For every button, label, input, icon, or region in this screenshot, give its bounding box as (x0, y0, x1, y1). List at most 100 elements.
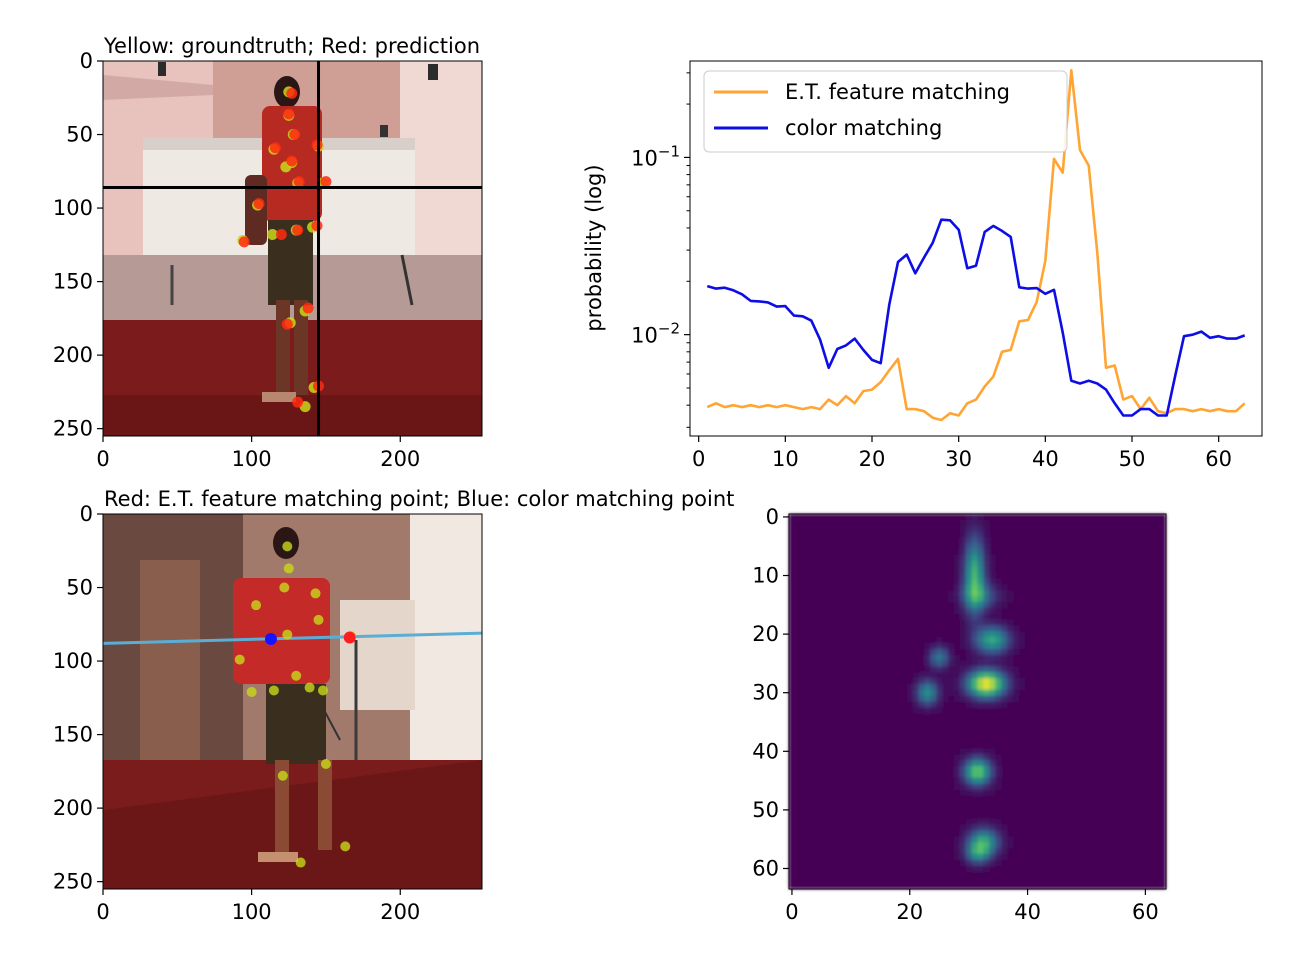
heatmap-cell (1006, 689, 1014, 697)
prediction-joint-2 (289, 129, 301, 141)
heatmap-cell (959, 601, 967, 609)
heatmap-cell (995, 601, 1002, 609)
heatmap-cell (924, 648, 931, 656)
heatmap-cell (989, 836, 996, 843)
heatmap-cell (959, 572, 967, 580)
heatmap-cell (965, 572, 973, 580)
heatmap-cell (989, 789, 996, 796)
heatmap-cell (965, 555, 973, 562)
br-xtick-label-0: 0 (785, 900, 798, 924)
heatmap-cell (989, 760, 996, 767)
heatmap-cell (983, 596, 990, 603)
heatmap-cell (983, 824, 990, 832)
heatmap-cell (953, 654, 961, 662)
heatmap-cell (977, 701, 984, 708)
heatmap-cell (965, 596, 973, 603)
heatmap-cell (959, 637, 967, 644)
heatmap-cell (1001, 830, 1008, 837)
heatmap-cell (971, 836, 979, 843)
heatmap-cell (995, 818, 1002, 826)
prediction-joint-8 (253, 198, 265, 210)
groundtruth-joint-bottom-11 (291, 670, 302, 681)
groundtruth-joint-bottom-5 (282, 629, 293, 640)
heatmap-cell (959, 590, 967, 597)
heatmap-cell (983, 637, 990, 644)
heatmap-cell (983, 836, 990, 843)
heatmap-cell (936, 689, 943, 697)
heatmap-cell (918, 678, 926, 685)
heatmap-cell (959, 642, 967, 650)
heatmap-cell (965, 701, 973, 708)
heatmap-cell (971, 824, 979, 832)
heatmap-cell (965, 607, 973, 615)
heatmap-cell (948, 678, 955, 685)
heatmap-cell (953, 771, 961, 779)
heatmap-cell (983, 625, 990, 632)
heatmap-cell (995, 666, 1002, 673)
heatmap-cell (989, 654, 996, 662)
heatmap-cell (924, 701, 931, 708)
heatmap-cell (953, 695, 961, 703)
heatmap-cell (924, 683, 931, 691)
heatmap-cell (995, 783, 1002, 790)
heatmap-cell (977, 824, 984, 832)
bl-ytick-label-150: 150 (53, 723, 93, 747)
heatmap-cell (1006, 672, 1014, 679)
heatmap-cell (942, 683, 949, 691)
color-matching-point (264, 633, 277, 645)
heatmap-cell (965, 601, 973, 609)
heatmap-cell (995, 683, 1002, 691)
heatmap-cell (983, 847, 990, 855)
heatmap-cell (971, 689, 979, 697)
groundtruth-joint-bottom-8 (234, 654, 245, 665)
heatmap-cell (953, 660, 961, 667)
heatmap-cell (971, 555, 979, 562)
heatmap-cell (971, 584, 979, 591)
heatmap-cell (983, 695, 990, 703)
heatmap-cell (971, 847, 979, 855)
groundtruth-joint-bottom-12 (304, 682, 315, 693)
heatmap-cell (959, 596, 967, 603)
heatmap-cell (983, 789, 990, 796)
heatmap-cell (977, 596, 984, 603)
heatmap-cell (924, 672, 931, 679)
heatmap-cell (965, 660, 973, 667)
heatmap-cell (959, 777, 967, 785)
heatmap-cell (1006, 683, 1014, 691)
heatmap-cell (989, 648, 996, 656)
heatmap-cell (953, 666, 961, 673)
heatmap-cell (959, 760, 967, 767)
heatmap-cell (1001, 654, 1008, 662)
heatmap-cell (989, 777, 996, 785)
heatmap-cell (965, 631, 973, 638)
heatmap-cell (1001, 683, 1008, 691)
br-xtick-label-20: 20 (896, 900, 923, 924)
heatmap-cell (995, 695, 1002, 703)
person-silhouette-bottom (233, 527, 332, 862)
heatmap-cell (965, 824, 973, 832)
heatmap-cell (971, 613, 979, 621)
heatmap-cell (989, 642, 996, 650)
heatmap-cell (953, 783, 961, 790)
heatmap-cell (965, 865, 973, 873)
heatmap-cell (995, 660, 1002, 667)
heatmap-cell (948, 683, 955, 691)
heatmap-cell (936, 672, 943, 679)
heatmap-cell (965, 637, 973, 644)
prediction-joint-5 (286, 155, 298, 167)
heatmap-cell (989, 783, 996, 790)
heatmap-cell (971, 543, 979, 550)
heatmap-cell (995, 847, 1002, 855)
heatmap-cell (1001, 631, 1008, 638)
axis-ticks-bottom-left: 0 100 200 0 50 100 150 200 250 (53, 502, 420, 924)
prediction-joint-6 (293, 176, 305, 188)
heatmap-cell (1001, 842, 1008, 849)
bl-xtick-label-100: 100 (232, 900, 272, 924)
heatmap-cell (1001, 590, 1008, 597)
heatmap-cell (971, 642, 979, 650)
heatmap-cell (983, 519, 990, 527)
heatmap-cell (936, 642, 943, 650)
heatmap-cell (965, 754, 973, 761)
heatmap-cell (983, 859, 990, 867)
heatmap-cell (912, 707, 920, 714)
